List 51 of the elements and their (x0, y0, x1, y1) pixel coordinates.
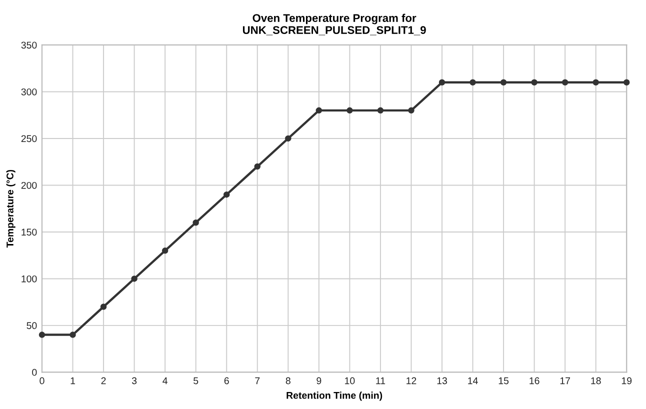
x-tick-label: 8 (286, 377, 290, 384)
x-tick-label: 13 (437, 377, 447, 384)
x-tick-label: 1 (70, 377, 75, 384)
y-tick-label: 350 (21, 42, 37, 49)
point (470, 79, 476, 86)
x-tick-label: 3 (132, 377, 137, 384)
x-tick-label: 10 (345, 377, 355, 384)
x-tick-label: 18 (591, 377, 601, 384)
x-tick-label: 9 (316, 377, 322, 384)
x-tick-label: 12 (406, 377, 416, 384)
point (192, 219, 199, 226)
x-tick-label: 15 (498, 377, 509, 384)
point (531, 79, 538, 86)
y-tick-label: 150 (22, 228, 37, 236)
point (162, 248, 168, 254)
point (408, 107, 414, 114)
point (377, 107, 384, 114)
x-tick-label: 19 (622, 377, 632, 384)
point (285, 135, 292, 142)
chart-title: Oven Temperature Program for UNK_SCREEN_PULSED_SPLIT1_9 (242, 14, 426, 36)
x-tick-label: 17 (560, 377, 570, 384)
x-tick-label: 11 (376, 377, 386, 384)
point (500, 79, 507, 86)
x-tick-label: 14 (468, 377, 478, 384)
point (623, 79, 630, 86)
point (223, 191, 230, 198)
x-tick-label: 2 (101, 377, 106, 384)
x-tick-label: 16 (530, 377, 540, 384)
y-axis-title: Temperature (°C) (6, 170, 16, 248)
y-tick-label: 200 (21, 182, 37, 189)
y-tick-label: 300 (21, 88, 37, 96)
point (562, 79, 568, 86)
point (70, 332, 76, 338)
x-tick-label: 4 (162, 377, 168, 384)
y-tick-label: 50 (26, 322, 37, 330)
y-tick-label: 250 (21, 135, 37, 142)
x-tick-label: 0 (40, 377, 44, 384)
point (254, 163, 261, 170)
y-tick-label: 100 (22, 275, 37, 282)
y-tick-label: 0 (32, 368, 37, 376)
point (100, 304, 107, 310)
x-axis-title: Retention Time (min) (286, 392, 382, 401)
point (346, 107, 353, 114)
x-tick-label: 5 (194, 377, 198, 384)
x-tick-label: 7 (255, 377, 260, 384)
point (592, 79, 599, 86)
x-tick-label: 6 (224, 377, 229, 384)
point (131, 276, 138, 282)
point (438, 79, 446, 86)
point (38, 332, 46, 338)
point (316, 107, 322, 114)
